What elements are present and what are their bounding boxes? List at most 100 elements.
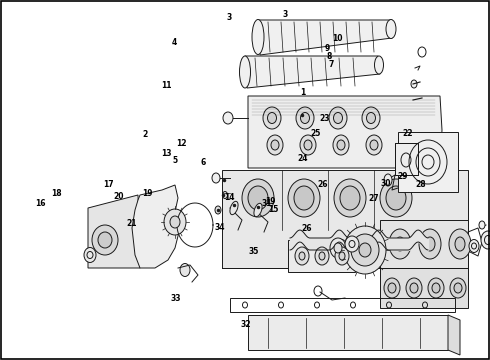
Ellipse shape [240, 56, 250, 88]
Ellipse shape [481, 231, 490, 249]
Ellipse shape [384, 174, 392, 186]
Ellipse shape [271, 140, 279, 150]
Ellipse shape [337, 140, 345, 150]
Text: 20: 20 [113, 192, 124, 201]
Ellipse shape [449, 229, 471, 259]
Ellipse shape [222, 192, 227, 198]
Ellipse shape [388, 283, 396, 293]
Ellipse shape [288, 179, 320, 217]
Ellipse shape [351, 234, 379, 266]
Ellipse shape [242, 179, 274, 217]
Ellipse shape [319, 252, 325, 260]
Text: 18: 18 [51, 189, 62, 198]
Text: 21: 21 [126, 219, 137, 228]
Text: 19: 19 [265, 197, 276, 206]
Text: 26: 26 [317, 180, 328, 189]
Text: 25: 25 [311, 129, 321, 138]
Ellipse shape [248, 186, 268, 210]
Text: 23: 23 [319, 113, 330, 122]
Ellipse shape [419, 229, 441, 259]
Text: 31: 31 [262, 199, 272, 208]
Text: 14: 14 [224, 194, 235, 202]
Ellipse shape [340, 186, 360, 210]
Ellipse shape [299, 252, 305, 260]
Polygon shape [248, 96, 442, 168]
Ellipse shape [300, 112, 310, 123]
Ellipse shape [370, 140, 378, 150]
Ellipse shape [384, 278, 400, 298]
Ellipse shape [230, 201, 238, 215]
Ellipse shape [395, 237, 405, 251]
Text: 35: 35 [248, 247, 259, 256]
Text: 22: 22 [402, 129, 413, 138]
Ellipse shape [92, 225, 118, 255]
Text: 1: 1 [300, 88, 305, 97]
Ellipse shape [425, 237, 435, 251]
Text: 13: 13 [161, 149, 172, 158]
Polygon shape [245, 56, 380, 88]
Polygon shape [288, 240, 355, 272]
Ellipse shape [170, 216, 180, 228]
Ellipse shape [98, 232, 112, 248]
Ellipse shape [367, 112, 375, 123]
Text: 30: 30 [381, 179, 392, 188]
Ellipse shape [304, 140, 312, 150]
Text: 32: 32 [241, 320, 251, 329]
Ellipse shape [164, 209, 186, 235]
Ellipse shape [295, 247, 309, 265]
Ellipse shape [334, 179, 366, 217]
Text: 16: 16 [35, 199, 46, 208]
Ellipse shape [330, 238, 346, 258]
Text: 5: 5 [173, 156, 178, 165]
Text: 3: 3 [283, 10, 288, 19]
Text: 4: 4 [172, 38, 176, 47]
Text: 2: 2 [142, 130, 147, 139]
Text: 8: 8 [327, 52, 332, 61]
Ellipse shape [455, 237, 465, 251]
Ellipse shape [180, 264, 190, 276]
Ellipse shape [334, 112, 343, 123]
Text: 10: 10 [332, 34, 343, 43]
Ellipse shape [263, 107, 281, 129]
Ellipse shape [410, 283, 418, 293]
Ellipse shape [359, 243, 371, 257]
Text: 7: 7 [328, 60, 333, 69]
Ellipse shape [333, 135, 349, 155]
Text: 26: 26 [301, 224, 312, 233]
Text: 12: 12 [176, 139, 187, 148]
Ellipse shape [362, 107, 380, 129]
Text: 11: 11 [161, 81, 172, 90]
Ellipse shape [386, 186, 406, 210]
Polygon shape [88, 195, 140, 268]
Ellipse shape [334, 243, 342, 253]
Text: 6: 6 [201, 158, 206, 167]
Ellipse shape [469, 239, 479, 252]
Polygon shape [222, 170, 468, 268]
Polygon shape [395, 143, 418, 175]
Ellipse shape [386, 19, 396, 39]
Ellipse shape [267, 135, 283, 155]
Ellipse shape [411, 80, 417, 88]
Ellipse shape [335, 247, 349, 265]
Ellipse shape [479, 221, 485, 229]
Ellipse shape [344, 226, 386, 274]
Text: 19: 19 [142, 189, 152, 198]
Text: 3: 3 [227, 13, 232, 22]
Polygon shape [132, 185, 180, 268]
Text: 24: 24 [297, 154, 308, 163]
Polygon shape [380, 220, 468, 268]
Ellipse shape [366, 135, 382, 155]
Ellipse shape [432, 283, 440, 293]
Ellipse shape [84, 248, 96, 262]
Ellipse shape [450, 278, 466, 298]
Ellipse shape [294, 186, 314, 210]
Polygon shape [398, 132, 458, 192]
Text: 27: 27 [368, 194, 379, 203]
Polygon shape [258, 20, 392, 55]
Ellipse shape [329, 107, 347, 129]
Ellipse shape [454, 283, 462, 293]
Ellipse shape [374, 56, 384, 74]
Polygon shape [248, 315, 448, 350]
Text: 28: 28 [415, 180, 426, 189]
Text: 33: 33 [170, 294, 181, 302]
